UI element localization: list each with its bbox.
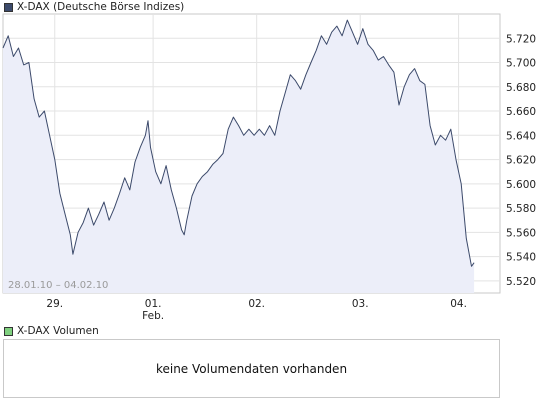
- y-tick-label: 5.640: [506, 130, 536, 142]
- volume-legend-swatch: [4, 326, 13, 336]
- price-legend-swatch: [4, 2, 13, 12]
- x-tick-label: 01.: [145, 298, 162, 310]
- y-tick-label: 5.520: [506, 276, 536, 288]
- date-range-label: 28.01.10 – 04.02.10: [8, 280, 108, 291]
- x-tick-label: 29.: [46, 298, 63, 310]
- x-tick-label: 02.: [248, 298, 265, 310]
- x-tick-sublabel: Feb.: [142, 310, 164, 322]
- y-tick-label: 5.560: [506, 227, 536, 239]
- x-tick-label: 03.: [352, 298, 369, 310]
- series-line: [2, 19, 475, 267]
- y-tick-label: 5.540: [506, 252, 536, 264]
- price-legend-label: X-DAX (Deutsche Börse Indizes): [17, 1, 185, 13]
- y-tick-label: 5.580: [506, 203, 536, 215]
- volume-panel: keine Volumendaten vorhanden: [3, 339, 500, 398]
- y-tick-label: 5.660: [506, 106, 536, 118]
- y-tick-label: 5.620: [506, 155, 536, 167]
- volume-legend: X-DAX Volumen: [4, 324, 99, 338]
- series-area-fill: [3, 20, 475, 293]
- y-tick-label: 5.680: [506, 82, 536, 94]
- volume-empty-message: keine Volumendaten vorhanden: [155, 361, 348, 376]
- y-tick-label: 5.700: [506, 58, 536, 70]
- volume-legend-label: X-DAX Volumen: [17, 325, 99, 337]
- price-legend: X-DAX (Deutsche Börse Indizes): [4, 0, 184, 14]
- x-tick-label: 04.: [450, 298, 467, 310]
- y-tick-label: 5.600: [506, 179, 536, 191]
- y-tick-label: 5.720: [506, 33, 536, 45]
- price-chart: 5.720 5.700 5.680 5.660 5.640 5.620 5.600 5.580…: [2, 13, 536, 322]
